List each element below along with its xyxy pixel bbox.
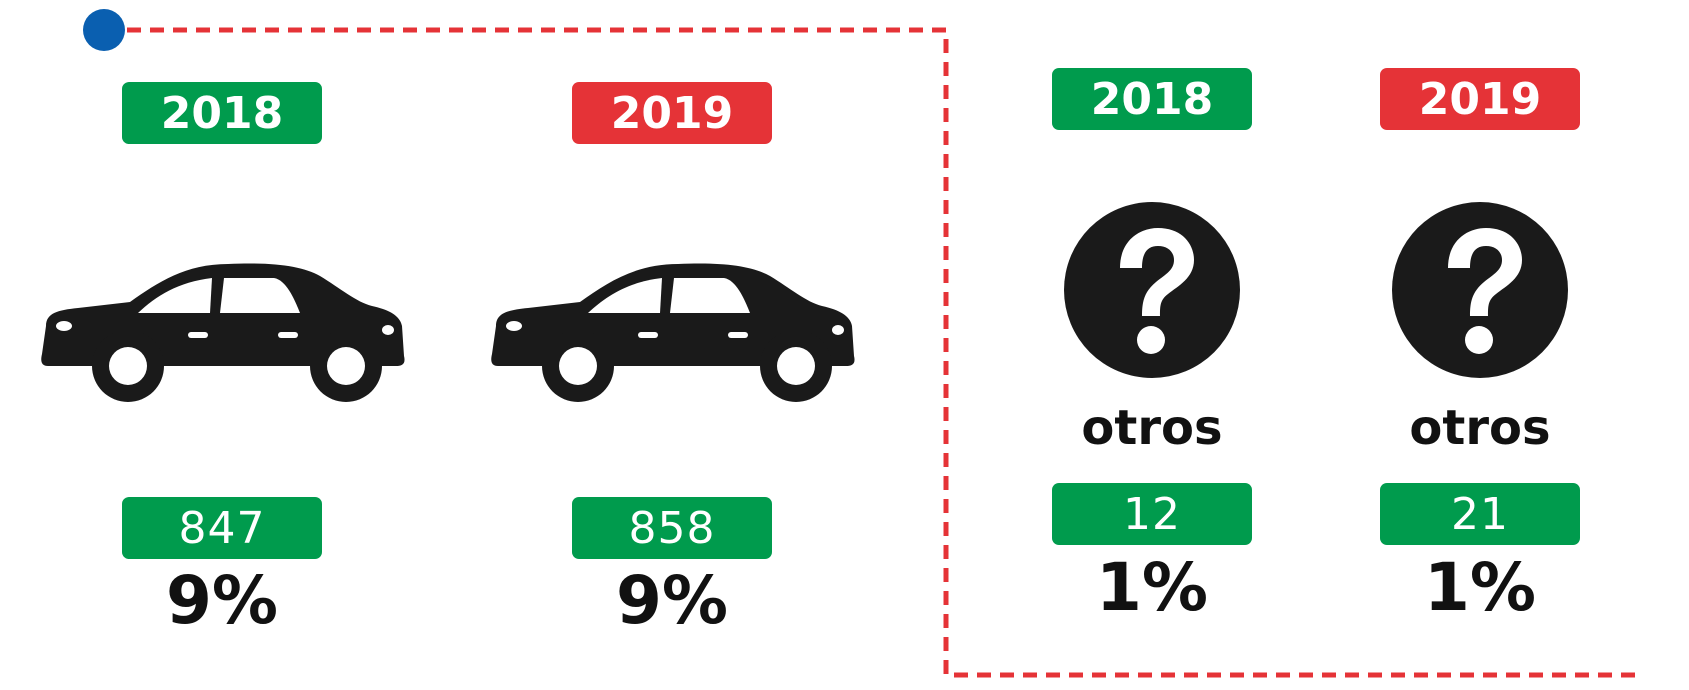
count-badge-2019-vehicles: 858 bbox=[572, 497, 772, 559]
count-badge-2018-vehicles: 847 bbox=[122, 497, 322, 559]
question-icon bbox=[1392, 202, 1568, 378]
count-badge-2019-others: 21 bbox=[1380, 483, 1580, 545]
year-badge-2019: 2019 bbox=[572, 82, 772, 144]
percent-2019-others: 1% bbox=[1423, 549, 1537, 626]
others-label-2018: otros bbox=[1081, 400, 1223, 456]
others-label-2019: otros bbox=[1409, 400, 1551, 456]
percent-2019-vehicles: 9% bbox=[615, 562, 729, 639]
year-badge-2018-others: 2018 bbox=[1052, 68, 1252, 130]
percent-2018-others: 1% bbox=[1095, 549, 1209, 626]
question-icon bbox=[1064, 202, 1240, 378]
year-badge-2018: 2018 bbox=[122, 82, 322, 144]
start-dot bbox=[83, 9, 125, 51]
count-badge-2018-others: 12 bbox=[1052, 483, 1252, 545]
car-icon bbox=[41, 263, 405, 402]
percent-2018-vehicles: 9% bbox=[165, 562, 279, 639]
year-badge-2019-others: 2019 bbox=[1380, 68, 1580, 130]
car-icon bbox=[491, 263, 855, 402]
